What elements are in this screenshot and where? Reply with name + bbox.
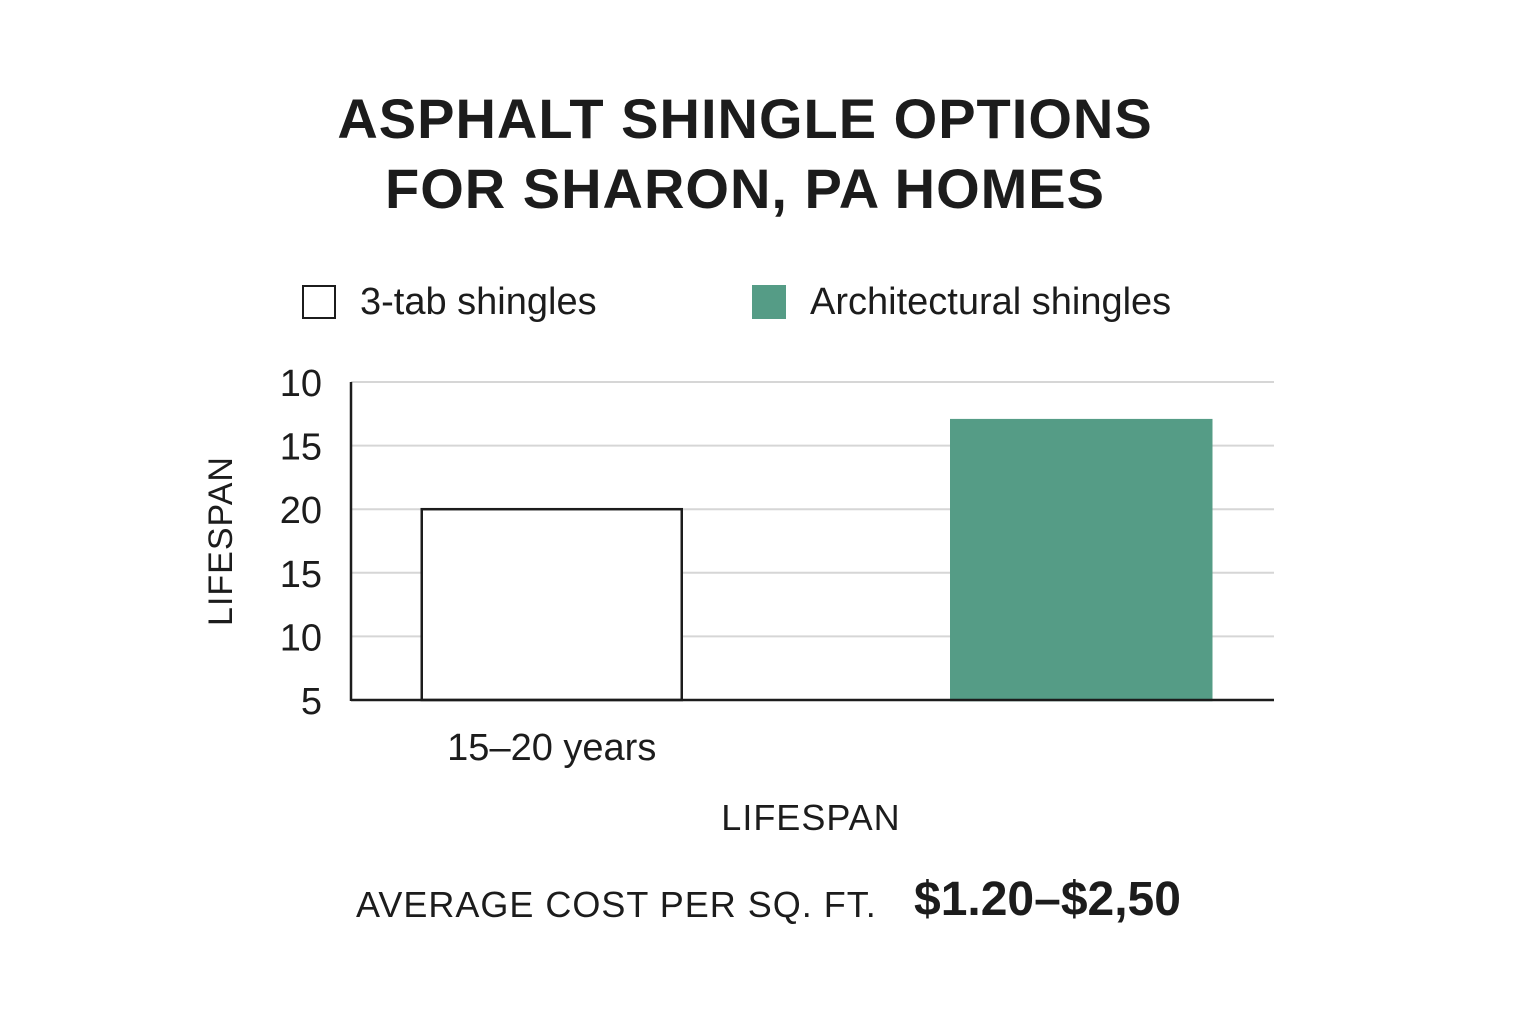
chart-title-line-1: ASPHALT SHINGLE OPTIONS	[337, 87, 1153, 150]
chart-title: ASPHALT SHINGLE OPTIONS FOR SHARON, PA H…	[0, 84, 1490, 224]
chart-title-line-2: FOR SHARON, PA HOMES	[384, 157, 1106, 220]
legend-swatch-architectural	[752, 285, 786, 319]
y-axis-label: LIFESPAN	[202, 456, 240, 626]
bar-3-tab	[420, 507, 683, 702]
legend-item-architectural: Architectural shingles	[752, 278, 1171, 326]
y-tick-label: 15	[280, 554, 322, 596]
y-tick-label: 5	[301, 681, 322, 723]
category-label: 15–20 years	[447, 727, 656, 769]
bar-architectural	[950, 418, 1213, 702]
legend-swatch-3-tab	[302, 285, 336, 319]
y-tick-label: 15	[280, 427, 322, 469]
cost-label: AVERAGE COST PER SQ. FT.	[356, 884, 877, 925]
y-tick-label: 10	[280, 363, 322, 405]
legend-item-3-tab: 3-tab shingles	[302, 278, 597, 326]
y-tick-label: 10	[280, 617, 322, 659]
y-tick-label: 20	[280, 490, 322, 532]
x-axis-label: LIFESPAN	[721, 797, 900, 838]
legend-label-3-tab: 3-tab shingles	[360, 280, 597, 323]
legend-label-architectural: Architectural shingles	[810, 280, 1172, 323]
cost-value: $1.20–$2,50	[914, 873, 1181, 926]
